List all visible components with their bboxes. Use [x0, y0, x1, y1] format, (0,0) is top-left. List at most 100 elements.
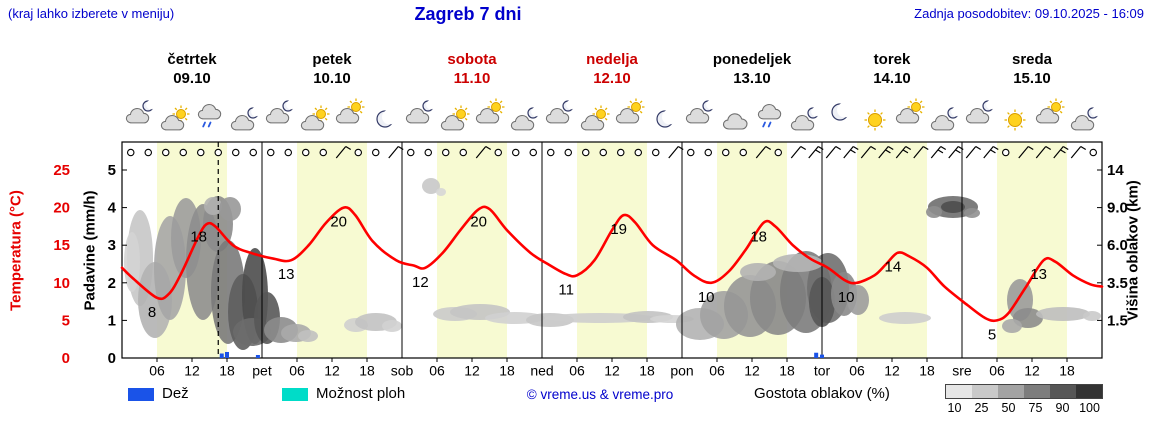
day-date: 11.10: [453, 70, 491, 87]
svg-text:5: 5: [108, 162, 116, 179]
svg-text:3.5: 3.5: [1107, 275, 1128, 292]
cloud-density-segment: [1076, 385, 1102, 398]
day-name: petek: [312, 51, 352, 68]
svg-text:20: 20: [470, 214, 487, 231]
svg-text:20: 20: [330, 214, 347, 231]
moon-icon: [375, 109, 397, 128]
sun-cloud-icon: [440, 105, 469, 131]
moon-cloud-icon: [265, 100, 295, 124]
svg-text:18: 18: [190, 229, 207, 246]
svg-text:06: 06: [709, 363, 725, 379]
svg-text:18: 18: [639, 363, 655, 379]
cloud-rain-icon: [757, 103, 781, 128]
sun-cloud-icon: [160, 105, 189, 131]
svg-text:06: 06: [569, 363, 585, 379]
svg-text:5: 5: [62, 312, 70, 329]
sun-cloud-icon: [580, 105, 609, 131]
svg-text:8: 8: [148, 304, 156, 321]
svg-text:0: 0: [62, 350, 70, 367]
svg-text:12: 12: [412, 274, 429, 291]
day-header-petek: petek 10.10: [262, 50, 402, 88]
legend-bar: Dež Možnost ploh © vreme.us & vreme.pro …: [0, 380, 1152, 443]
svg-text:0: 0: [108, 350, 116, 367]
day-name: sobota: [447, 51, 497, 68]
cloud-density-segment: [1024, 385, 1050, 398]
cloud-density-segment: [946, 385, 972, 398]
day-date: 12.10: [593, 70, 631, 87]
svg-text:13: 13: [1030, 266, 1047, 283]
svg-text:13: 13: [278, 266, 295, 283]
svg-text:12: 12: [464, 363, 480, 379]
day-name: nedelja: [586, 51, 638, 68]
svg-text:18: 18: [499, 363, 515, 379]
moon-cloud-icon: [545, 100, 575, 124]
svg-text:tor: tor: [814, 363, 831, 379]
svg-text:15: 15: [53, 237, 70, 254]
svg-text:3: 3: [108, 237, 116, 254]
day-name: torek: [873, 51, 911, 68]
cloud-icon: [722, 113, 748, 130]
svg-text:18: 18: [779, 363, 795, 379]
moon-cloud-icon: [790, 107, 820, 131]
svg-text:4: 4: [108, 200, 117, 217]
sun-cloud-icon: [895, 98, 924, 124]
moon-cloud-icon: [930, 107, 960, 131]
cloud-density-scale-value: 100: [1079, 401, 1100, 415]
weather-icons-row: [0, 0, 1152, 140]
moon-icon: [655, 109, 677, 128]
svg-text:12: 12: [604, 363, 620, 379]
sun-icon: [864, 109, 885, 131]
svg-text:06: 06: [149, 363, 165, 379]
cloud-rain-icon: [197, 103, 221, 128]
cloud-density-segment: [972, 385, 998, 398]
cloud-density-scale-value: 50: [1001, 401, 1016, 415]
day-name: sreda: [1011, 51, 1053, 68]
svg-text:14: 14: [884, 259, 901, 276]
sun-cloud-icon: [475, 98, 504, 124]
svg-text:pet: pet: [252, 363, 272, 379]
day-date: 09.10: [173, 70, 211, 87]
showers-legend-label: Možnost ploh: [316, 385, 406, 402]
day-date: 13.10: [733, 70, 771, 87]
copyright-link[interactable]: © vreme.us & vreme.pro: [526, 387, 674, 402]
moon-cloud-icon: [125, 100, 155, 124]
svg-text:9.0: 9.0: [1107, 200, 1128, 217]
svg-text:18: 18: [750, 229, 767, 246]
day-header-nedelja: nedelja 12.10: [542, 50, 682, 88]
svg-text:10: 10: [53, 275, 70, 292]
page-title: Zagreb 7 dni: [414, 4, 522, 24]
svg-text:06: 06: [289, 363, 305, 379]
svg-text:06: 06: [989, 363, 1005, 379]
last-updated: Zadnja posodobitev: 09.10.2025 - 16:09: [914, 6, 1144, 21]
day-name: četrtek: [167, 51, 217, 68]
svg-text:5: 5: [988, 326, 996, 343]
cloud-density-label: Gostota oblakov (%): [754, 385, 890, 402]
svg-text:1.5: 1.5: [1107, 312, 1128, 329]
svg-text:18: 18: [919, 363, 935, 379]
cloud-density-scale-labels: 10 25 50 75 90 100: [941, 401, 1107, 415]
rain-legend-swatch: [128, 388, 154, 401]
day-header-torek: torek 14.10: [822, 50, 962, 88]
day-header-sobota: sobota 11.10: [402, 50, 542, 88]
svg-text:sob: sob: [391, 363, 414, 379]
day-header-četrtek: četrtek 09.10: [122, 50, 262, 88]
menu-hint: (kraj lahko izberete v meniju): [8, 6, 175, 21]
day-header-ponedeljek: ponedeljek 13.10: [682, 50, 822, 88]
svg-text:12: 12: [324, 363, 340, 379]
cloud-density-gradient: [945, 384, 1103, 399]
svg-text:06: 06: [429, 363, 445, 379]
svg-text:6.0: 6.0: [1107, 237, 1128, 254]
svg-text:12: 12: [884, 363, 900, 379]
cloud-density-scale-value: 75: [1028, 401, 1043, 415]
moon-cloud-icon: [965, 100, 995, 124]
svg-text:25: 25: [53, 162, 70, 179]
svg-text:18: 18: [219, 363, 235, 379]
svg-text:12: 12: [1024, 363, 1040, 379]
day-date: 10.10: [313, 70, 351, 87]
showers-legend-swatch: [282, 388, 308, 401]
cloud-density-scale: 10 25 50 75 90 100: [945, 384, 1115, 415]
day-date: 14.10: [873, 70, 911, 87]
cloud-density-segment: [1050, 385, 1076, 398]
day-name: ponedeljek: [712, 51, 792, 68]
